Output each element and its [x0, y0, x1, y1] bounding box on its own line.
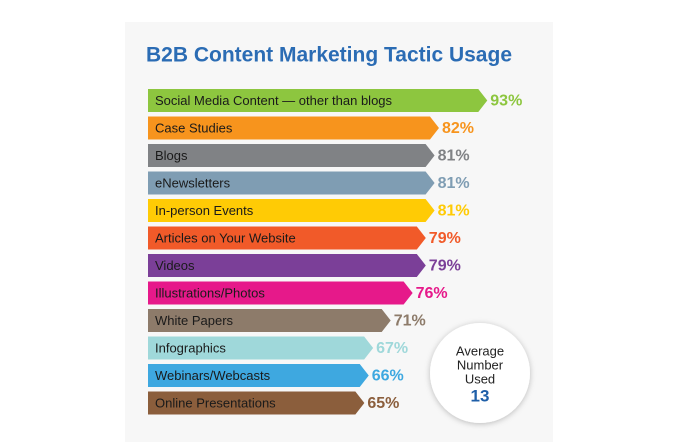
- category-label: Videos: [155, 258, 195, 273]
- category-label: Blogs: [155, 148, 188, 163]
- value-label: 71%: [394, 313, 426, 330]
- annotation-text: Number: [457, 357, 504, 372]
- bar: [148, 89, 488, 112]
- category-label: Social Media Content — other than blogs: [155, 93, 393, 108]
- category-label: Articles on Your Website: [155, 230, 296, 245]
- bar: [148, 391, 365, 415]
- value-label: 76%: [416, 285, 448, 302]
- average-badge: [430, 323, 530, 423]
- bar: [148, 364, 369, 387]
- annotation-value: 13: [471, 386, 490, 405]
- category-label: Online Presentations: [155, 395, 276, 410]
- bar: [148, 254, 426, 277]
- category-label: In-person Events: [155, 203, 254, 218]
- bar: [148, 171, 435, 195]
- value-label: 67%: [376, 340, 408, 357]
- bar: [148, 199, 435, 222]
- category-label: eNewsletters: [155, 175, 231, 190]
- value-label: 81%: [438, 203, 470, 220]
- bar: [148, 116, 439, 140]
- category-label: Infographics: [155, 340, 226, 355]
- value-label: 79%: [429, 230, 461, 247]
- category-label: Illustrations/Photos: [155, 285, 265, 300]
- value-label: 65%: [367, 395, 399, 412]
- bar: [148, 309, 391, 332]
- value-label: 81%: [438, 175, 470, 192]
- value-label: 93%: [490, 93, 522, 110]
- bar: [148, 226, 426, 250]
- value-label: 79%: [429, 258, 461, 275]
- bar: [148, 144, 435, 167]
- value-label: 66%: [372, 368, 404, 385]
- category-label: Case Studies: [155, 120, 233, 135]
- chart-title: B2B Content Marketing Tactic Usage: [146, 44, 512, 67]
- value-label: 82%: [442, 120, 474, 137]
- value-label: 81%: [438, 148, 470, 165]
- bar: [148, 281, 413, 305]
- annotation-text: Average: [456, 343, 504, 358]
- category-label: Webinars/Webcasts: [155, 368, 271, 383]
- annotation-text: Used: [465, 371, 495, 386]
- category-label: White Papers: [155, 313, 234, 328]
- bar: [148, 336, 374, 360]
